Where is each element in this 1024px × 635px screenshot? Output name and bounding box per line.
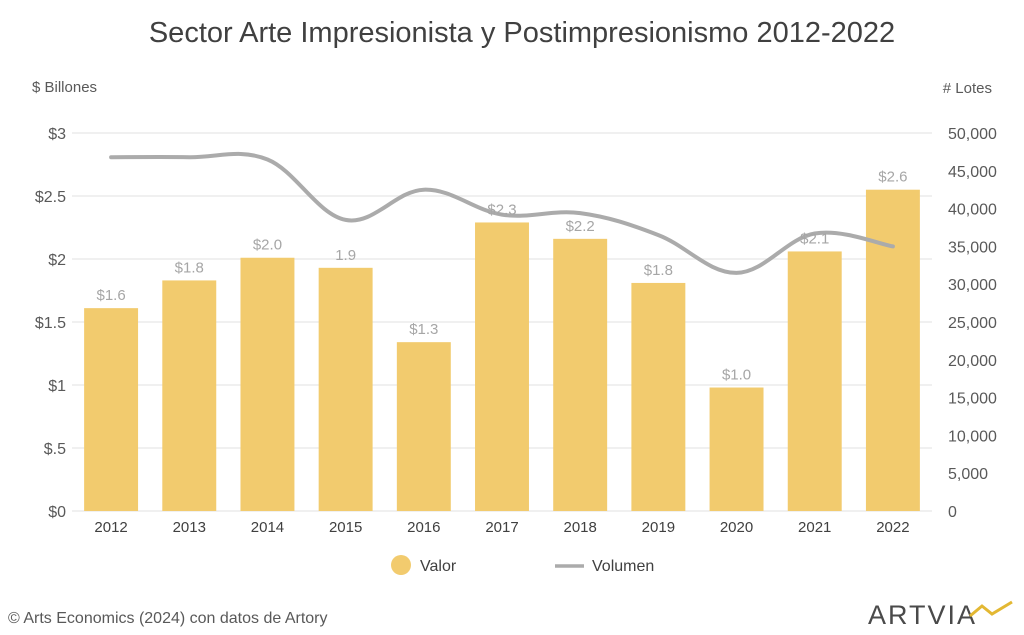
legend-label-volumen: Volumen [592,558,654,575]
bar-2016 [396,342,451,511]
right-tick-label: 25,000 [948,315,997,332]
logo-text: ARTVIA [868,600,977,630]
left-tick-label: $2 [48,252,66,269]
x-tick-label: 2021 [798,519,831,536]
bar-2018 [553,238,608,511]
right-tick-label: 10,000 [948,428,997,445]
legend: Valor Volumen [391,555,654,575]
x-tick-label: 2019 [642,519,675,536]
data-label-2021: $2.1 [800,230,829,247]
right-axis-label: # Lotes [943,80,992,97]
x-tick-label: 2013 [173,519,206,536]
right-tick-label: 35,000 [948,239,997,256]
left-tick-label: $.5 [44,441,66,458]
data-label-2017: $2.3 [487,201,516,218]
x-tick-label: 2015 [329,519,362,536]
left-tick-label: $2.5 [35,189,66,206]
x-tick-label: 2014 [251,519,284,536]
volumen-line [109,151,895,275]
data-label-2019: $1.8 [644,262,673,279]
data-labels: $1.6 $1.8 $2.0 1.9 $1.3 $2.3 $2.2 $1.8 $1.0 $2.1 $… [96,169,907,384]
x-tick-label: 2020 [720,519,753,536]
right-tick-label: 0 [948,504,957,521]
legend-marker-valor [391,555,411,575]
bar-2021 [787,251,842,511]
data-label-2020: $1.0 [722,367,751,384]
left-axis-ticks: $0 $.5 $1 $1.5 $2 $2.5 $3 [35,126,66,521]
right-axis-ticks: 0 5,000 10,000 15,000 20,000 25,000 30,000 35,0… [948,126,997,521]
artvia-logo: ARTVIA [868,600,1013,630]
line-series [109,151,895,275]
data-label-2014: $2.0 [253,237,282,254]
data-label-2022: $2.6 [878,169,907,186]
data-label-2018: $2.2 [566,218,595,235]
bar-2012 [84,308,139,511]
bar-series [84,189,920,511]
right-tick-label: 15,000 [948,391,997,408]
right-tick-label: 45,000 [948,164,997,181]
right-tick-label: 5,000 [948,466,988,483]
left-tick-label: $1.5 [35,315,66,332]
x-tick-label: 2012 [94,519,127,536]
bar-2014 [240,257,295,511]
chart-title: Sector Arte Impresionista y Postimpresio… [149,17,895,49]
source-note: © Arts Economics (2024) con datos de Art… [8,610,328,627]
x-tick-label: 2022 [876,519,909,536]
data-label-2016: $1.3 [409,321,438,338]
left-tick-label: $1 [48,378,66,395]
logo-zigzag-icon [969,600,1013,618]
data-label-2012: $1.6 [96,287,125,304]
bar-2015 [318,267,373,511]
right-tick-label: 30,000 [948,277,997,294]
bar-2017 [475,222,529,511]
bar-2019 [631,282,686,511]
x-axis-ticks: 2012 2013 2014 2015 2016 2017 2018 2019 2020 2021… [94,519,909,536]
data-label-2015: 1.9 [335,247,356,264]
data-label-2013: $1.8 [175,259,204,276]
left-tick-label: $0 [48,504,66,521]
legend-label-valor: Valor [420,558,457,575]
left-axis-label: $ Billones [32,79,97,96]
x-tick-label: 2017 [485,519,518,536]
right-tick-label: 20,000 [948,353,997,370]
bar-2022 [865,189,920,511]
left-tick-label: $3 [48,126,66,143]
x-tick-label: 2018 [563,519,596,536]
bar-2013 [162,280,217,511]
right-tick-label: 50,000 [948,126,997,143]
x-tick-label: 2016 [407,519,440,536]
bar-2020 [709,387,764,511]
right-tick-label: 40,000 [948,202,997,219]
